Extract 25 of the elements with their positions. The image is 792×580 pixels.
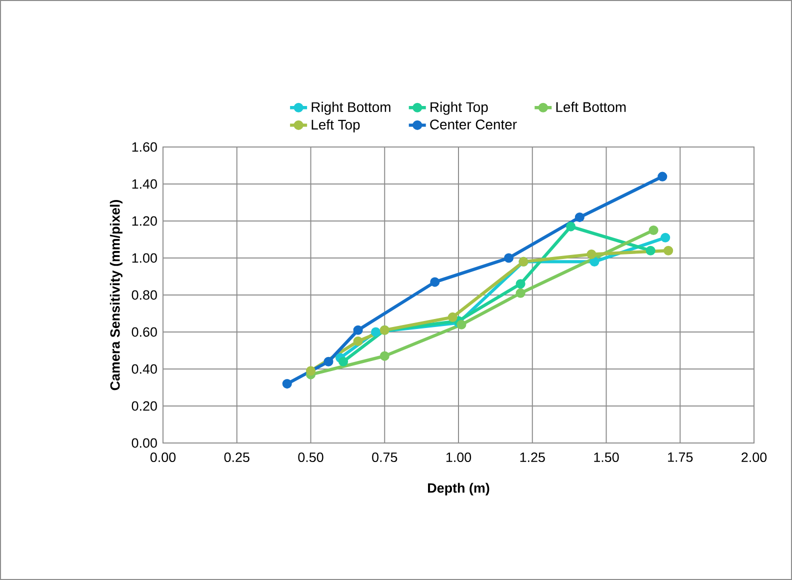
y-tick-label: 0.80 (132, 290, 157, 300)
y-tick-label: 0.40 (132, 364, 157, 374)
y-tick-label: 1.40 (132, 179, 157, 189)
y-tick-label: 1.20 (132, 216, 157, 226)
y-axis-title: Camera Sensitivity (mm/pixel) (110, 200, 122, 390)
y-tick-label: 1.60 (132, 142, 157, 152)
x-tick-label: 0.25 (224, 452, 250, 462)
legend-label: Left Bottom (556, 102, 626, 112)
x-tick-label: 1.75 (668, 452, 693, 462)
y-tick-label: 1.00 (132, 253, 157, 263)
y-tick-label: 0.60 (132, 327, 157, 337)
x-tick-label: 0.75 (372, 452, 398, 462)
x-tick-label: 1.25 (520, 452, 545, 462)
x-axis-title: Depth (m) (428, 482, 490, 496)
x-tick-label: 1.50 (594, 452, 619, 462)
x-tick-label: 0.00 (150, 452, 176, 462)
y-tick-label: 0.20 (132, 401, 157, 411)
legend-label: Right Bottom (312, 102, 390, 115)
x-tick-label: 1.00 (446, 452, 472, 462)
x-tick-label: 0.50 (298, 452, 324, 462)
legend-label: Left Top (312, 119, 360, 132)
y-tick-label: 0.00 (132, 438, 157, 448)
legend-label: Center Center (430, 120, 517, 130)
legend-label: Right Top (430, 102, 488, 115)
x-tick-label: 2.00 (742, 452, 767, 462)
